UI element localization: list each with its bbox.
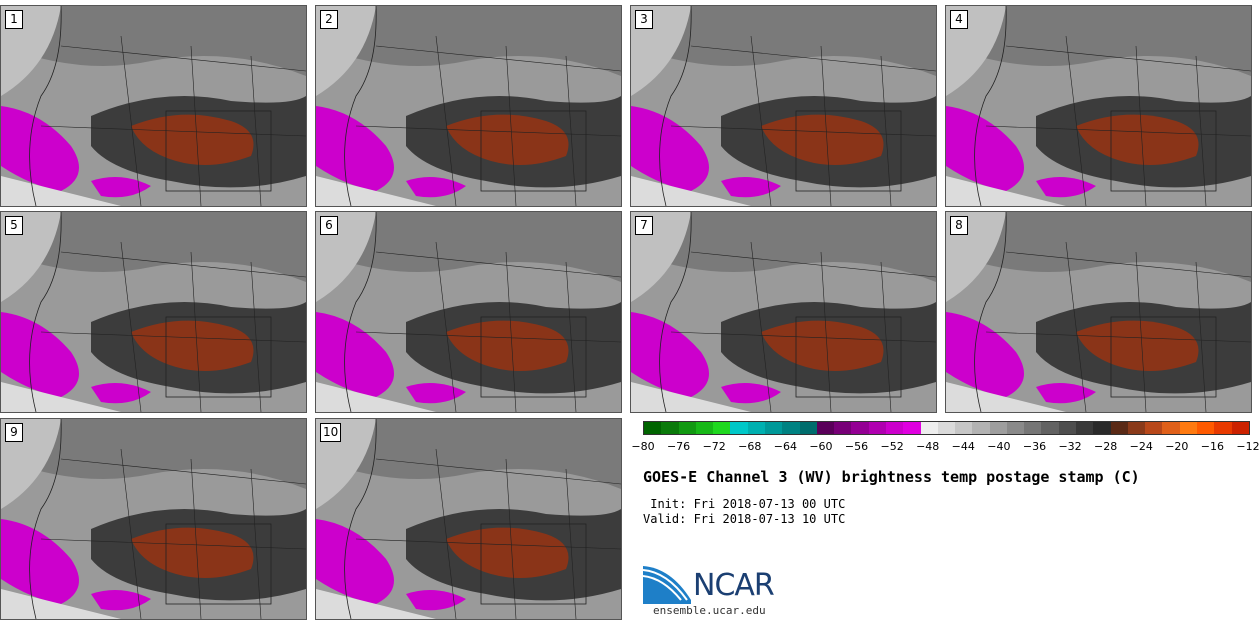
colorbar-cell — [799, 422, 817, 434]
panel-label: 1 — [5, 10, 23, 29]
colorbar-tick: −76 — [666, 440, 691, 453]
colorbar-cell — [937, 422, 956, 434]
colorbar-cell — [972, 422, 990, 434]
colorbar-cell — [661, 422, 679, 434]
colorbar-cell — [903, 422, 921, 434]
map-panel: 8 — [945, 211, 1252, 413]
colorbar-cell — [1006, 422, 1025, 434]
colorbar-cell — [747, 422, 765, 434]
panel-label: 8 — [950, 216, 968, 235]
chart-title: GOES-E Channel 3 (WV) brightness temp po… — [643, 468, 1140, 486]
colorbar-tick: −20 — [1165, 440, 1189, 453]
colorbar-cell — [1058, 422, 1077, 434]
colorbar-cell — [730, 422, 748, 434]
map-panel: 10 — [315, 418, 622, 620]
colorbar-tick: −28 — [1094, 440, 1118, 453]
colorbar-cell — [1162, 422, 1180, 434]
map-panel: 7 — [630, 211, 937, 413]
ncar-logo-icon[interactable] — [643, 560, 803, 608]
colorbar-cell — [989, 422, 1007, 434]
colorbar-cell — [851, 422, 869, 434]
colorbar-tick: −52 — [880, 440, 904, 453]
panel-label: 4 — [950, 10, 968, 29]
colorbar-cell — [1214, 422, 1232, 434]
colorbar-cell — [955, 422, 973, 434]
colorbar-cell — [695, 422, 714, 434]
valid-time: Valid: Fri 2018-07-13 10 UTC — [643, 512, 846, 526]
colorbar-tick: −56 — [844, 440, 869, 453]
colorbar-cell — [834, 422, 852, 434]
colorbar-tick: −44 — [951, 440, 975, 453]
colorbar-cell — [782, 422, 800, 434]
colorbar-cell — [1145, 422, 1163, 434]
colorbar-tick: −68 — [738, 440, 762, 453]
map-panel: 3 — [630, 5, 937, 207]
colorbar-cell — [1197, 422, 1215, 434]
panel-label: 10 — [320, 423, 342, 442]
colorbar-cell — [1231, 422, 1249, 434]
init-time: Init: Fri 2018-07-13 00 UTC — [643, 497, 846, 511]
colorbar-cell — [1127, 422, 1146, 434]
panel-label: 9 — [5, 423, 23, 442]
colorbar-cell — [1076, 422, 1094, 434]
colorbar-tick: −32 — [1058, 440, 1082, 453]
colorbar-tick: −40 — [987, 440, 1011, 453]
colorbar-cell — [920, 422, 938, 434]
colorbar-cell — [1041, 422, 1059, 434]
colorbar — [643, 421, 1250, 435]
colorbar-tick: −36 — [1022, 440, 1047, 453]
panel-label: 2 — [320, 10, 338, 29]
panel-label: 6 — [320, 216, 338, 235]
colorbar-tick: −72 — [702, 440, 726, 453]
colorbar-tick: −24 — [1129, 440, 1153, 453]
colorbar-tick: −16 — [1200, 440, 1225, 453]
colorbar-cell — [644, 422, 662, 434]
colorbar-cell — [678, 422, 696, 434]
colorbar-tick: −12 — [1236, 440, 1260, 453]
colorbar-cell — [1110, 422, 1128, 434]
panel-label: 5 — [5, 216, 23, 235]
colorbar-cell — [1024, 422, 1042, 434]
colorbar-tick: −60 — [809, 440, 833, 453]
map-panel: 6 — [315, 211, 622, 413]
colorbar-cell — [713, 422, 731, 434]
colorbar-tick: −48 — [916, 440, 940, 453]
map-panel: 5 — [0, 211, 307, 413]
map-panel: 4 — [945, 5, 1252, 207]
colorbar-cell — [1179, 422, 1197, 434]
colorbar-cell — [764, 422, 783, 434]
map-panel: 9 — [0, 418, 307, 620]
site-url[interactable]: ensemble.ucar.edu — [653, 604, 766, 617]
colorbar-cell — [816, 422, 835, 434]
logo-text: NCAR — [693, 568, 775, 603]
map-panel: 2 — [315, 5, 622, 207]
colorbar-cell — [1093, 422, 1111, 434]
map-panel: 1 — [0, 5, 307, 207]
colorbar-cell — [885, 422, 904, 434]
panel-label: 3 — [635, 10, 653, 29]
colorbar-tick: −64 — [773, 440, 797, 453]
colorbar-cell — [868, 422, 886, 434]
colorbar-tick: −80 — [631, 440, 655, 453]
panel-label: 7 — [635, 216, 653, 235]
